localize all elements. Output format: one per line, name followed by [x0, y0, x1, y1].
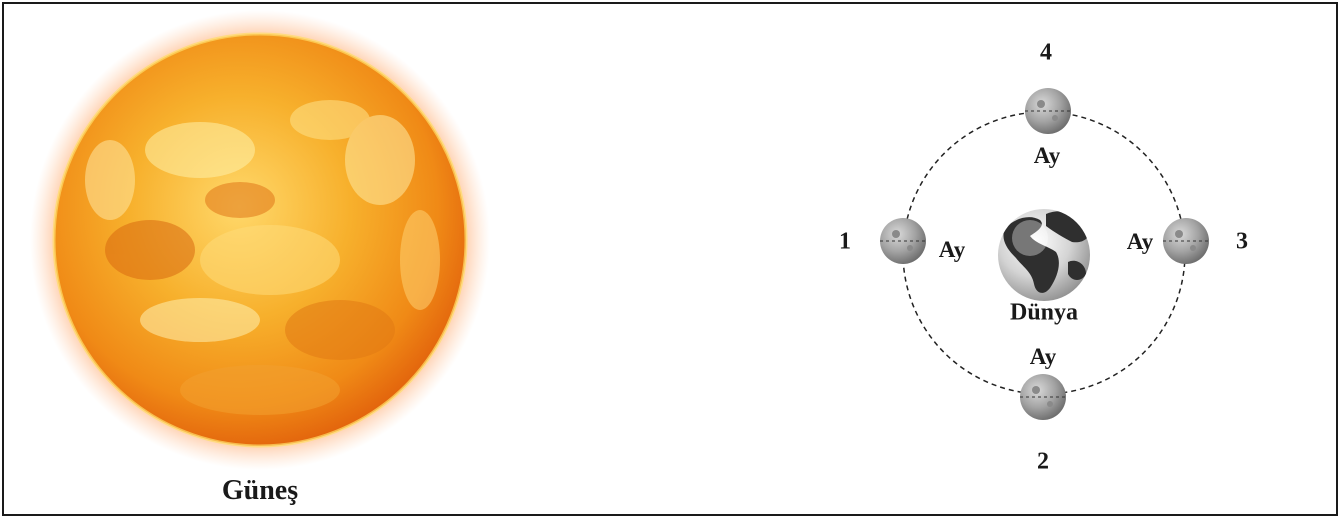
moon-position-2: [1020, 374, 1066, 420]
moon-position-4: [1025, 88, 1071, 134]
moon-label-2: Ay: [1029, 344, 1057, 369]
moon-1: [880, 218, 926, 264]
position-number-1: 1: [839, 228, 851, 255]
position-number-4: 4: [1040, 39, 1052, 66]
moon-label-1: Ay: [938, 237, 966, 262]
position-number-3: 3: [1236, 228, 1248, 255]
moon-position-3: [1163, 218, 1209, 264]
moon-4: [1025, 88, 1071, 134]
sun-texture: [85, 100, 440, 415]
moon-label-3: Ay: [1126, 229, 1154, 254]
earth: [998, 209, 1090, 301]
moon-position-1: [880, 218, 926, 264]
sun-label: Güneş: [221, 475, 299, 506]
moon-3: [1163, 218, 1209, 264]
sun: [30, 10, 490, 470]
moon-label-4: Ay: [1033, 143, 1061, 168]
earth-label: Dünya: [1009, 299, 1079, 326]
position-number-2: 2: [1037, 448, 1049, 475]
moon-2: [1020, 374, 1066, 420]
